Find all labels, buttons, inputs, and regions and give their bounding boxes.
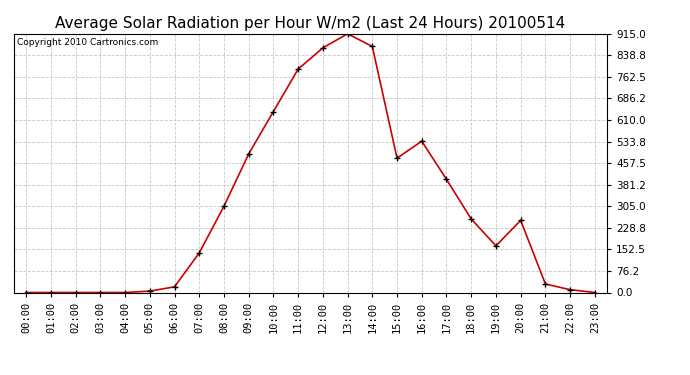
Title: Average Solar Radiation per Hour W/m2 (Last 24 Hours) 20100514: Average Solar Radiation per Hour W/m2 (L… [55, 16, 566, 31]
Text: Copyright 2010 Cartronics.com: Copyright 2010 Cartronics.com [17, 38, 158, 46]
